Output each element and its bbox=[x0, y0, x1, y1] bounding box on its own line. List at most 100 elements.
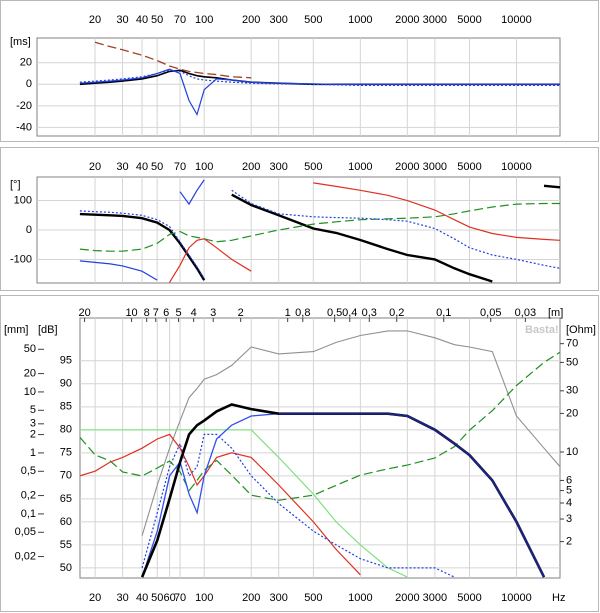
x-tick-label: 5000 bbox=[457, 14, 481, 26]
x-tick-label: 200 bbox=[242, 592, 260, 604]
series-line bbox=[80, 351, 560, 501]
y-tick-label: 60 bbox=[60, 516, 72, 528]
y-tick-label: 0 bbox=[26, 224, 32, 236]
plot-area bbox=[79, 317, 561, 579]
x-tick-label: 200 bbox=[242, 161, 260, 173]
series-line bbox=[141, 330, 560, 536]
x-tick-label: 10000 bbox=[501, 14, 532, 26]
x2-tick-label: 4 bbox=[191, 307, 197, 319]
y2-tick-label: 4 bbox=[566, 497, 572, 509]
x-axis-title: Hz bbox=[552, 592, 565, 604]
x2-tick-label: 5 bbox=[175, 307, 181, 319]
x2-tick-label: 0,4 bbox=[342, 307, 357, 319]
x2-tick-label: 0,05 bbox=[480, 307, 501, 319]
x-tick-label: 40 bbox=[136, 14, 148, 26]
watermark: Basta! bbox=[525, 324, 559, 336]
y2-axis-title: [Ohm] bbox=[566, 324, 596, 336]
y-axis-title: [dB] bbox=[38, 324, 58, 336]
y3-tick-label: 0,02 bbox=[15, 550, 36, 562]
x2-axis-title: [m] bbox=[548, 307, 563, 319]
series-line bbox=[141, 433, 455, 578]
x-tick-label: 100 bbox=[195, 161, 213, 173]
y3-tick-label: 0,5 bbox=[21, 465, 36, 477]
x2-tick-label: 2 bbox=[238, 307, 244, 319]
x-tick-label: 50 bbox=[151, 161, 163, 173]
y-tick-label: 90 bbox=[60, 378, 72, 390]
x-tick-label: 70 bbox=[174, 592, 186, 604]
x2-tick-label: 0,03 bbox=[515, 307, 536, 319]
y-tick-label: -40 bbox=[16, 121, 32, 133]
x2-tick-label: 0,3 bbox=[362, 307, 377, 319]
y2-tick-label: 2 bbox=[566, 536, 572, 548]
plot-area bbox=[36, 37, 561, 137]
x-tick-label: 40 bbox=[136, 161, 148, 173]
x-tick-label: 1000 bbox=[348, 161, 372, 173]
x-tick-label: 300 bbox=[269, 14, 287, 26]
y-tick-label: 50 bbox=[60, 562, 72, 574]
y-tick-label: 95 bbox=[60, 355, 72, 367]
y-tick-label: 70 bbox=[60, 470, 72, 482]
y3-tick-label: 50 bbox=[24, 343, 36, 355]
x2-tick-label: 7 bbox=[153, 307, 159, 319]
x-tick-label: 50 bbox=[151, 14, 163, 26]
series-line bbox=[79, 68, 560, 117]
y-tick-label: 20 bbox=[20, 57, 32, 69]
x-tick-label: 10000 bbox=[501, 161, 532, 173]
y-tick-label: 80 bbox=[60, 424, 72, 436]
x-tick-label: 10000 bbox=[501, 592, 532, 604]
x-tick-label: 20 bbox=[89, 14, 101, 26]
y2-tick-label: 5 bbox=[566, 484, 572, 496]
x-tick-label: 3000 bbox=[423, 14, 447, 26]
series-line bbox=[79, 179, 205, 281]
x-tick-label: 30 bbox=[116, 161, 128, 173]
x-tick-label: 1000 bbox=[348, 14, 372, 26]
y2-tick-label: 50 bbox=[566, 356, 578, 368]
x-tick-label: 30 bbox=[116, 14, 128, 26]
y-tick-label: 85 bbox=[60, 401, 72, 413]
y-tick-label: 65 bbox=[60, 493, 72, 505]
series-line bbox=[141, 413, 279, 578]
x2-tick-label: 0,1 bbox=[436, 307, 451, 319]
x-tick-label: 3000 bbox=[423, 592, 447, 604]
x2-tick-label: 6 bbox=[163, 307, 169, 319]
y-tick-label: 55 bbox=[60, 539, 72, 551]
x-tick-label: 5000 bbox=[457, 592, 481, 604]
y2-tick-label: 6 bbox=[566, 474, 572, 486]
x-tick-label: 50 bbox=[151, 592, 163, 604]
y3-tick-label: 0,05 bbox=[15, 526, 36, 538]
y3-tick-label: 2 bbox=[30, 428, 36, 440]
series-line bbox=[80, 429, 408, 578]
x-tick-label: 1000 bbox=[348, 592, 372, 604]
x-tick-label: 2000 bbox=[395, 14, 419, 26]
series-line bbox=[79, 184, 560, 283]
x-tick-label: 100 bbox=[195, 14, 213, 26]
y3-tick-label: 3 bbox=[30, 418, 36, 430]
x2-tick-label: 1 bbox=[285, 307, 291, 319]
y3-tick-label: 20 bbox=[24, 367, 36, 379]
x-tick-label: 2000 bbox=[395, 161, 419, 173]
y2-tick-label: 10 bbox=[566, 446, 578, 458]
x-tick-label: 70 bbox=[174, 161, 186, 173]
x-tick-label: 5000 bbox=[457, 161, 481, 173]
x-tick-label: 20 bbox=[89, 592, 101, 604]
y3-tick-label: 5 bbox=[30, 404, 36, 416]
x-tick-label: 300 bbox=[270, 592, 288, 604]
y2-tick-label: 30 bbox=[566, 385, 578, 397]
x2-tick-label: 10 bbox=[125, 307, 137, 319]
y-tick-label: 75 bbox=[60, 447, 72, 459]
x2-tick-label: 0,5 bbox=[327, 307, 342, 319]
y3-tick-label: 1 bbox=[30, 447, 36, 459]
x-tick-label: 60 bbox=[163, 592, 175, 604]
x2-tick-label: 8 bbox=[144, 307, 150, 319]
series-line bbox=[79, 202, 560, 252]
y-axis-title: [°] bbox=[10, 179, 21, 191]
x-tick-label: 200 bbox=[242, 14, 260, 26]
series-line bbox=[79, 189, 560, 279]
y2-tick-label: 20 bbox=[566, 407, 578, 419]
y-tick-label: 100 bbox=[14, 194, 32, 206]
y-axis-title: [ms] bbox=[10, 36, 31, 48]
x-tick-label: 70 bbox=[174, 14, 186, 26]
y3-tick-label: 0,1 bbox=[21, 508, 36, 520]
y2-tick-label: 70 bbox=[566, 338, 578, 350]
